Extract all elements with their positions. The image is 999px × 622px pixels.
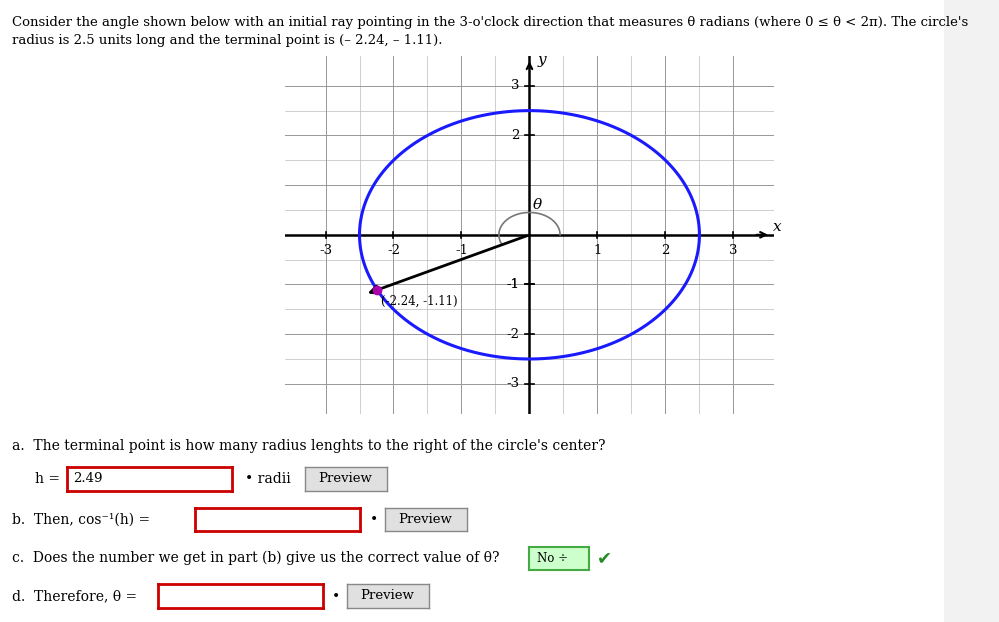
Text: 1: 1	[593, 244, 601, 257]
Text: 2: 2	[510, 129, 519, 142]
Text: -1: -1	[455, 244, 468, 257]
Text: θ: θ	[532, 198, 542, 212]
Text: c.  Does the number we get in part (b) give us the correct value of θ?: c. Does the number we get in part (b) gi…	[12, 550, 500, 565]
Text: x: x	[773, 220, 781, 234]
Text: 2: 2	[661, 244, 669, 257]
Text: • radii: • radii	[245, 472, 291, 486]
Text: •: •	[332, 589, 340, 603]
Text: No ÷: No ÷	[536, 552, 567, 565]
Text: radius is 2.5 units long and the terminal point is (– 2.24, – 1.11).: radius is 2.5 units long and the termina…	[12, 34, 443, 47]
Text: b.  Then, cos⁻¹(h) =: b. Then, cos⁻¹(h) =	[12, 513, 155, 526]
Text: 3: 3	[729, 244, 737, 257]
Text: ✔: ✔	[597, 549, 612, 567]
Text: h =: h =	[35, 472, 64, 486]
Text: d.  Therefore, θ =: d. Therefore, θ =	[12, 589, 142, 603]
Text: Preview: Preview	[319, 473, 373, 485]
Text: 3: 3	[510, 79, 519, 92]
Text: -1: -1	[506, 278, 519, 291]
Text: •: •	[370, 513, 378, 526]
Text: 2.49: 2.49	[74, 473, 103, 485]
Text: Preview: Preview	[399, 513, 453, 526]
Text: -3: -3	[319, 244, 332, 257]
Text: -2: -2	[387, 244, 400, 257]
Text: -1: -1	[506, 278, 519, 291]
Text: a.  The terminal point is how many radius lenghts to the right of the circle's c: a. The terminal point is how many radius…	[12, 439, 605, 453]
Text: y: y	[537, 53, 546, 67]
Text: Preview: Preview	[361, 590, 415, 602]
Text: -3: -3	[506, 378, 519, 391]
Text: -2: -2	[506, 328, 519, 341]
Text: (-2.24, -1.11): (-2.24, -1.11)	[381, 295, 458, 308]
Text: Consider the angle shown below with an initial ray pointing in the 3-o'clock dir: Consider the angle shown below with an i…	[12, 16, 968, 29]
